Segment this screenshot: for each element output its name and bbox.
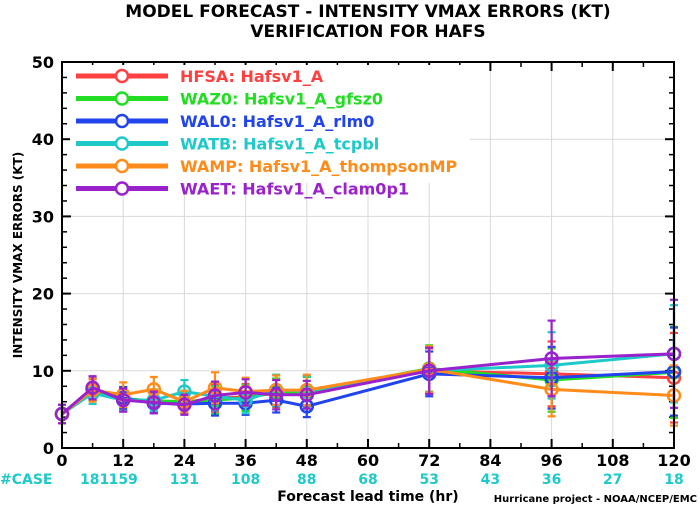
x-tick-label: 0 bbox=[56, 451, 67, 470]
data-point bbox=[299, 387, 315, 402]
case-counts: #CASE 181 159 131 108 88 68 53 43 36 27 18 bbox=[0, 472, 684, 488]
x-tick-label: 60 bbox=[357, 451, 379, 470]
data-point bbox=[146, 395, 162, 410]
y-tick-label: 40 bbox=[32, 130, 54, 149]
data-point bbox=[115, 392, 131, 408]
legend-entry: WAL0: Hafsv1_A_rlm0 bbox=[180, 112, 374, 131]
data-point bbox=[544, 351, 559, 366]
legend-swatch-marker bbox=[114, 68, 130, 84]
case-count: 36 bbox=[542, 472, 561, 488]
legend-swatch-marker bbox=[114, 181, 130, 196]
case-count: 43 bbox=[481, 472, 500, 488]
x-tick-label: 120 bbox=[657, 451, 690, 470]
legend-entry: WAET: Hafsv1_A_clam0p1 bbox=[180, 180, 409, 199]
data-point bbox=[85, 380, 100, 396]
data-point bbox=[207, 388, 223, 403]
legend-background bbox=[70, 65, 470, 183]
legend-swatch-marker bbox=[114, 158, 130, 174]
y-tick-label: 50 bbox=[32, 53, 54, 72]
credit-text: Hurricane project - NOAA/NCEP/EMC bbox=[494, 494, 697, 505]
case-count: 108 bbox=[231, 472, 260, 488]
data-point bbox=[421, 363, 437, 379]
x-tick-label: 24 bbox=[173, 451, 195, 470]
x-tick-labels: 0 12 24 36 48 60 72 84 96 108 120 bbox=[56, 451, 690, 470]
y-axis-label: INTENSITY VMAX ERRORS (KT) bbox=[11, 152, 25, 358]
chart-title: MODEL FORECAST - INTENSITY VMAX ERRORS (… bbox=[125, 2, 610, 22]
x-axis-label: Forecast lead time (hr) bbox=[277, 489, 458, 505]
case-count: 18 bbox=[664, 472, 683, 488]
case-count: 88 bbox=[297, 472, 316, 488]
legend: HFSA: Hafsv1_A WAZ0: Hafsv1_A_gfsz0 WAL0: … bbox=[70, 65, 470, 199]
legend-swatch-marker bbox=[114, 113, 130, 129]
legend-entry: HFSA: Hafsv1_A bbox=[180, 67, 324, 86]
chart-subtitle: VERIFICATION FOR HAFS bbox=[250, 22, 485, 42]
data-point bbox=[238, 385, 253, 400]
plot-frame bbox=[61, 61, 675, 449]
legend-entry: WAMP: Hafsv1_A_thompsonMP bbox=[180, 157, 458, 176]
y-tick-label: 20 bbox=[32, 285, 54, 304]
data-point bbox=[268, 387, 284, 402]
legend-swatch-marker bbox=[114, 136, 130, 151]
y-tick-label: 10 bbox=[32, 362, 54, 381]
legend-swatch-marker bbox=[114, 91, 130, 106]
data-point bbox=[177, 397, 192, 413]
case-count: 181 bbox=[80, 472, 109, 488]
case-count: 131 bbox=[170, 472, 199, 488]
x-tick-label: 12 bbox=[112, 451, 134, 470]
x-tick-label: 96 bbox=[540, 451, 562, 470]
x-tick-label: 48 bbox=[296, 451, 318, 470]
case-label: #CASE bbox=[0, 472, 53, 488]
case-count: 68 bbox=[358, 472, 377, 488]
case-count: 159 bbox=[109, 472, 138, 488]
x-tick-label: 36 bbox=[234, 451, 256, 470]
x-tick-label: 84 bbox=[479, 451, 501, 470]
y-tick-labels: 0 10 20 30 40 50 bbox=[32, 53, 54, 458]
y-tick-label: 30 bbox=[32, 207, 54, 226]
case-count: 27 bbox=[603, 472, 622, 488]
legend-entry: WAZ0: Hafsv1_A_gfsz0 bbox=[180, 90, 383, 109]
y-tick-label: 0 bbox=[43, 439, 54, 458]
x-tick-label: 108 bbox=[596, 451, 629, 470]
x-tick-label: 72 bbox=[418, 451, 440, 470]
legend-entry: WATB: Hafsv1_A_tcpbl bbox=[180, 135, 379, 154]
case-count: 53 bbox=[419, 472, 438, 488]
